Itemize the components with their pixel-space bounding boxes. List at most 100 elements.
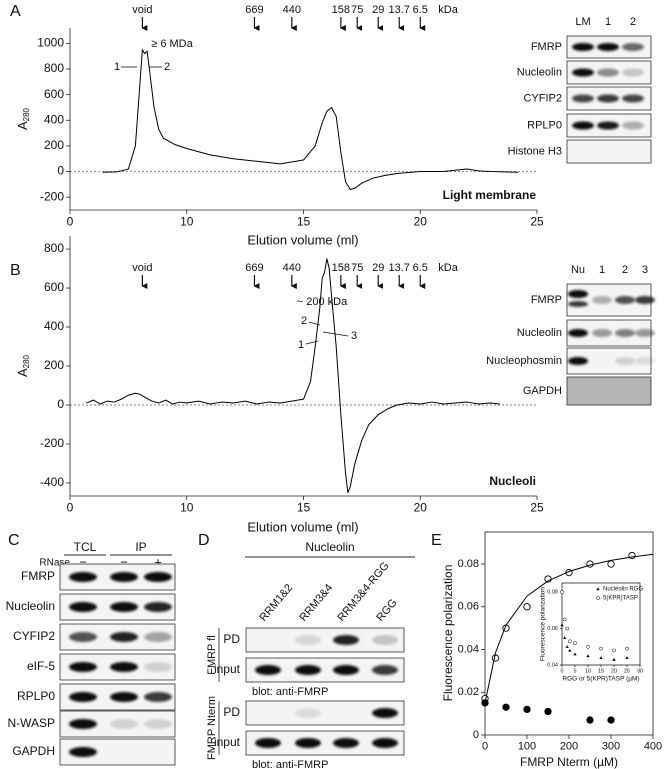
band — [622, 68, 644, 77]
size-marker-label: 158 — [332, 4, 350, 16]
row-label: GAPDH — [12, 744, 55, 758]
point — [612, 657, 616, 661]
x-tick-label: 300 — [602, 741, 620, 753]
row-label: PD — [223, 705, 240, 719]
point — [586, 644, 590, 649]
size-marker-label: 6.5 — [413, 262, 428, 274]
row-label: FMRP — [531, 41, 562, 53]
point — [599, 646, 603, 651]
lane-label: RRM3&4 — [297, 582, 335, 624]
lane-label: 2 — [622, 264, 628, 276]
band — [69, 632, 97, 642]
data-line — [86, 258, 500, 494]
lane-label: RGG — [374, 597, 399, 624]
legend-label: Nucleolin RGG — [603, 587, 643, 593]
band — [144, 572, 172, 582]
treatment-label: RNase — [39, 558, 70, 569]
blot-strip — [566, 376, 652, 406]
annotation: ≥ 6 MDa — [151, 38, 193, 50]
band — [333, 738, 359, 748]
y-axis-label-subscript: 280 — [22, 107, 31, 121]
row-label: N-WASP — [7, 716, 55, 730]
size-marker-label: 6.5 — [413, 4, 428, 16]
band — [69, 719, 97, 729]
annotation: 3 — [351, 330, 357, 342]
size-marker-label: 13.7 — [389, 262, 410, 274]
size-marker-label: 440 — [283, 262, 301, 274]
point — [607, 560, 615, 568]
point — [523, 705, 531, 714]
y-tick-label: 0.08 — [458, 558, 479, 570]
point — [568, 648, 572, 652]
point — [586, 654, 590, 658]
band — [333, 665, 359, 675]
band — [635, 296, 655, 304]
y-tick-label: 0.06 — [458, 601, 479, 613]
y-tick-label: 200 — [44, 138, 64, 152]
point — [491, 654, 500, 662]
blot-strip — [566, 139, 652, 164]
size-marker-label: 440 — [283, 4, 301, 16]
x-tick-label: 10 — [180, 215, 194, 229]
band — [295, 635, 321, 645]
size-marker-label: 669 — [245, 4, 263, 16]
band — [69, 692, 97, 702]
point — [502, 703, 510, 711]
band — [144, 602, 172, 612]
x-tick-label: 15 — [297, 501, 311, 515]
band — [372, 738, 398, 748]
y-tick-label: -400 — [40, 475, 64, 489]
corner-label: Light membrane — [443, 188, 537, 202]
y-tick-label: 0.08 — [547, 590, 558, 596]
x-tick-label: 10 — [180, 501, 194, 515]
band — [568, 357, 588, 365]
lane-label: 1 — [605, 16, 611, 28]
x-tick-label: 0 — [67, 501, 74, 515]
y-tick-label: 0.02 — [458, 686, 479, 698]
lane-label: 2 — [630, 16, 636, 28]
x-tick-label: 15 — [297, 215, 311, 229]
point — [560, 623, 564, 627]
lane-label: Nu — [571, 264, 585, 276]
band — [110, 692, 138, 702]
band — [144, 719, 172, 729]
row-label: Nucleolin — [517, 327, 562, 339]
band — [622, 94, 644, 103]
data-line — [102, 49, 519, 190]
plot-frame — [484, 531, 654, 736]
band — [110, 632, 138, 642]
band — [635, 329, 655, 337]
panel-letter: E — [431, 532, 442, 549]
panel-letter: C — [8, 532, 20, 549]
row-label: Nucleolin — [517, 66, 562, 78]
group-label: TCL — [74, 540, 97, 554]
data-line — [484, 553, 654, 704]
y-tick-label: 400 — [44, 319, 64, 333]
lane-label: LM — [575, 16, 590, 28]
y-tick-label: 600 — [44, 87, 64, 101]
band — [69, 572, 97, 582]
size-marker-label: 158 — [332, 262, 350, 274]
band — [69, 602, 97, 612]
band — [572, 43, 594, 51]
band — [615, 296, 635, 304]
y-tick-label: 1000 — [37, 36, 64, 50]
annotation: 1 — [114, 61, 120, 73]
size-marker-label: void — [132, 4, 152, 16]
row-label: RPLP0 — [527, 119, 562, 131]
annotation: 2 — [301, 315, 307, 327]
corner-label: Nucleoli — [489, 474, 536, 488]
point — [565, 626, 570, 631]
band — [110, 572, 138, 582]
x-axis-label: Elution volume (ml) — [247, 232, 358, 247]
panel-letter: A — [10, 3, 21, 20]
band — [255, 665, 281, 675]
band — [372, 635, 398, 645]
band — [69, 747, 97, 757]
panel-letter: D — [198, 532, 210, 549]
x-axis-label: RGG or 5(KPR)TASP (µM) — [562, 676, 639, 683]
lane-label: − — [120, 554, 128, 569]
band — [372, 665, 398, 675]
band — [615, 357, 635, 365]
size-marker-label: 75 — [351, 4, 363, 16]
